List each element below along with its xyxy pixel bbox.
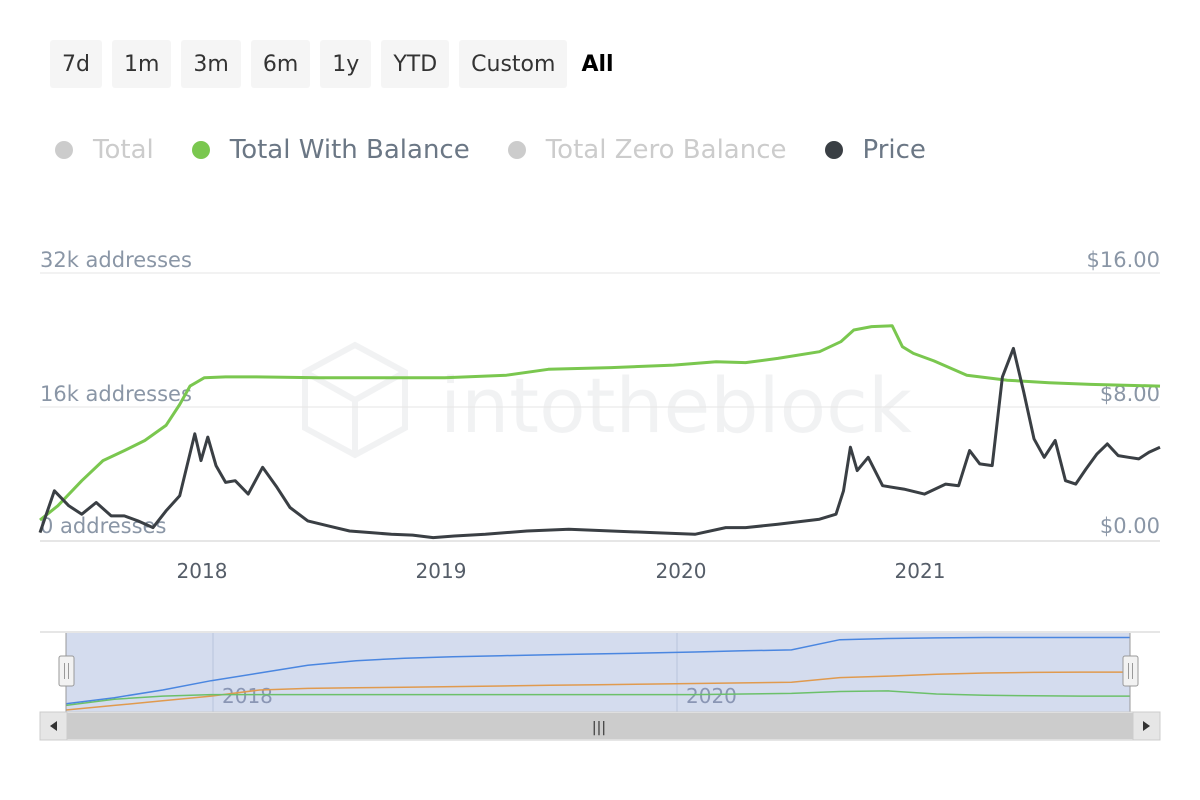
legend-dot-icon xyxy=(824,141,843,159)
navigator-x-tick: 2018 xyxy=(222,684,273,708)
y-left-tick-label: 32k addresses xyxy=(40,248,192,272)
y-right-tick-label: $0.00 xyxy=(1100,514,1160,538)
arrow-right-icon xyxy=(1143,721,1150,731)
watermark-logo-icon xyxy=(302,341,408,459)
navigator-left-handle[interactable] xyxy=(58,655,75,687)
range-button-1m[interactable]: 1m xyxy=(111,40,172,88)
range-button-1y[interactable]: 1y xyxy=(320,40,372,88)
legend-item-price[interactable]: Price xyxy=(824,135,926,165)
x-tick-label: 2021 xyxy=(895,559,946,583)
navigator-x-tick: 2020 xyxy=(686,684,737,708)
navigator-line-total-zero-balance xyxy=(65,671,1130,711)
legend-label: Total Zero Balance xyxy=(545,135,787,165)
navigator-selection-mask[interactable] xyxy=(66,633,1130,712)
scroll-left-button[interactable] xyxy=(39,711,68,741)
scroll-right-button[interactable] xyxy=(1132,711,1161,741)
legend-item-total-with-balance[interactable]: Total With Balance xyxy=(191,135,470,165)
series-line-price xyxy=(38,346,1161,540)
range-button-all[interactable]: All xyxy=(577,40,617,88)
range-button-6m[interactable]: 6m xyxy=(250,40,311,88)
arrow-left-icon xyxy=(50,721,57,731)
watermark-text: intotheblock xyxy=(440,361,912,450)
x-tick-label: 2018 xyxy=(177,559,228,583)
y-left-tick-label: 16k addresses xyxy=(40,382,192,406)
y-right-tick-label: $16.00 xyxy=(1087,248,1160,272)
scrollbar-thumb[interactable] xyxy=(67,713,1133,739)
legend-label: Price xyxy=(862,135,926,165)
legend-dot-icon xyxy=(55,141,73,159)
navigator: 2018 2020 xyxy=(40,631,1160,712)
legend-dot-icon xyxy=(507,141,526,159)
range-button-7d[interactable]: 7d xyxy=(50,40,102,88)
range-button-custom[interactable]: Custom xyxy=(459,40,568,88)
y-left-tick-label: 0 addresses xyxy=(40,514,166,538)
x-tick-label: 2020 xyxy=(656,559,707,583)
range-selector: 7d 1m 3m 6m 1y YTD Custom All xyxy=(50,40,618,88)
range-button-ytd[interactable]: YTD xyxy=(381,40,450,88)
chart-legend: Total Total With Balance Total Zero Bala… xyxy=(55,130,926,170)
navigator-line-total xyxy=(65,636,1130,705)
range-button-3m[interactable]: 3m xyxy=(181,40,241,88)
scrollbar-grip-icon: ||| xyxy=(592,720,606,736)
legend-item-total-zero-balance[interactable]: Total Zero Balance xyxy=(507,135,787,165)
legend-item-total[interactable]: Total xyxy=(55,135,154,165)
legend-label: Total With Balance xyxy=(229,135,470,165)
navigator-line-total-with-balance xyxy=(65,690,1130,707)
legend-label: Total xyxy=(93,135,154,165)
navigator-right-handle[interactable] xyxy=(1122,655,1139,687)
legend-dot-icon xyxy=(191,141,210,159)
x-tick-label: 2019 xyxy=(416,559,467,583)
series-line-total-with-balance xyxy=(39,324,1161,522)
scrollbar: ||| xyxy=(39,711,1161,741)
